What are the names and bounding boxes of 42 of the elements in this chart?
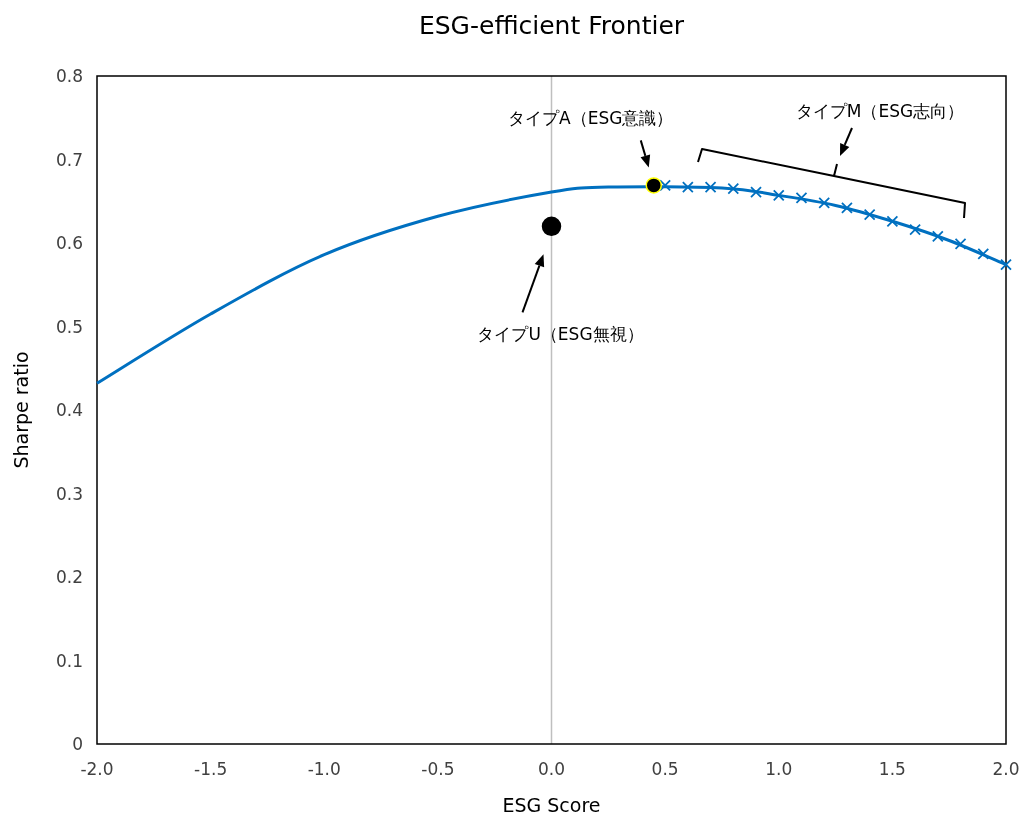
point — [704, 181, 717, 193]
x-tick-label: 2.0 — [992, 759, 1020, 779]
point — [645, 177, 663, 194]
point — [1000, 258, 1012, 271]
point — [818, 197, 831, 209]
annotation: タイプA（ESG意識） — [508, 108, 674, 129]
y-tick-label: 0.3 — [55, 483, 83, 504]
point — [750, 186, 762, 198]
point — [541, 216, 562, 237]
point — [886, 215, 899, 228]
y-tick-label: 0.1 — [55, 650, 83, 671]
x-tick-label: -1.0 — [307, 759, 341, 779]
point — [795, 192, 808, 204]
point — [954, 237, 967, 250]
point — [727, 182, 740, 195]
point — [681, 181, 694, 193]
x-tick-label: 0.0 — [537, 759, 566, 779]
x-tick-label: -2.0 — [80, 759, 114, 779]
annotation: タイプM（ESG志向） — [795, 101, 965, 121]
x-axis-title: ESG Score — [502, 794, 601, 816]
y-tick-label: 0.8 — [55, 66, 83, 86]
annotation: タイプU（ESG無視） — [477, 324, 644, 345]
y-tick-label: 0.6 — [55, 233, 83, 253]
point — [659, 179, 672, 192]
point — [841, 202, 853, 214]
point — [931, 230, 944, 243]
point — [863, 208, 876, 221]
point — [977, 247, 990, 260]
point — [909, 223, 921, 236]
x-tick-label: 0.5 — [651, 759, 679, 779]
y-tick-label: 0.7 — [55, 149, 83, 170]
x-tick-label: 1.0 — [765, 759, 793, 779]
x-tick-label: -0.5 — [421, 759, 455, 779]
x-tick-label: -1.5 — [194, 759, 228, 779]
y-axis-title: Sharpe ratio — [10, 351, 32, 469]
y-tick-label: 0.4 — [55, 400, 83, 420]
x-tick-label: 1.5 — [878, 759, 906, 779]
point — [772, 189, 785, 202]
chart-title: ESG-efficient Frontier — [418, 11, 685, 40]
y-tick-label: 0.2 — [55, 567, 83, 587]
y-tick-label: 0 — [72, 734, 83, 754]
y-tick-label: 0.5 — [55, 316, 83, 337]
